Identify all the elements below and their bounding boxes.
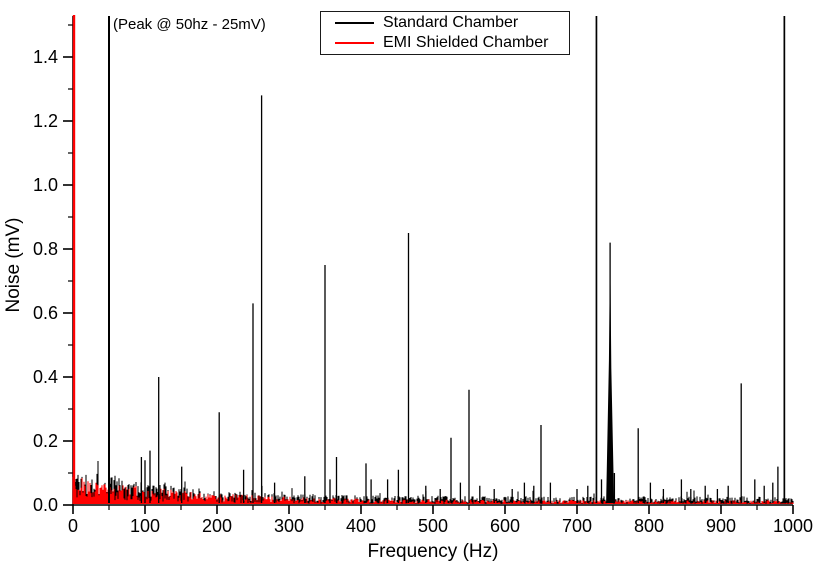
y-axis-title: Noise (mV) (3, 217, 24, 312)
legend-label: EMI Shielded Chamber (383, 34, 549, 52)
y-tick-label: 0.4 (33, 367, 58, 387)
x-tick-label: 800 (634, 516, 664, 536)
x-tick-label: 100 (130, 516, 160, 536)
legend-line-sample (335, 42, 374, 45)
x-tick-label: 700 (562, 516, 592, 536)
x-tick-label: 300 (274, 516, 304, 536)
x-tick-label: 0 (68, 516, 78, 536)
legend-line-sample (335, 21, 374, 24)
y-tick-label: 1.0 (33, 175, 58, 195)
x-tick-label: 500 (418, 516, 448, 536)
axes (72, 16, 793, 506)
legend-item-emi-shielded-chamber: EMI Shielded Chamber (335, 33, 569, 53)
y-tick-label: 0.0 (33, 495, 58, 515)
x-tick-label: 1000 (773, 516, 813, 536)
y-tick-label: 1.2 (33, 111, 58, 131)
legend-box: Standard Chamber EMI Shielded Chamber (320, 11, 570, 55)
x-tick-label: 400 (346, 516, 376, 536)
x-axis-title: Frequency (Hz) (368, 541, 499, 562)
x-tick-label: 600 (490, 516, 520, 536)
standard-chamber-peaks (108, 16, 779, 503)
x-tick-label: 900 (706, 516, 736, 536)
legend-item-standard-chamber: Standard Chamber (335, 13, 569, 33)
y-tick-label: 1.4 (33, 47, 58, 67)
peak-annotation: (Peak @ 50hz - 25mV) (113, 16, 266, 33)
y-tick-label: 0.2 (33, 431, 58, 451)
standard-chamber-trace (72, 461, 794, 504)
x-tick-label: 200 (202, 516, 232, 536)
y-tick-label: 0.6 (33, 303, 58, 323)
legend-label: Standard Chamber (383, 13, 519, 31)
y-tick-label: 0.8 (33, 239, 58, 259)
